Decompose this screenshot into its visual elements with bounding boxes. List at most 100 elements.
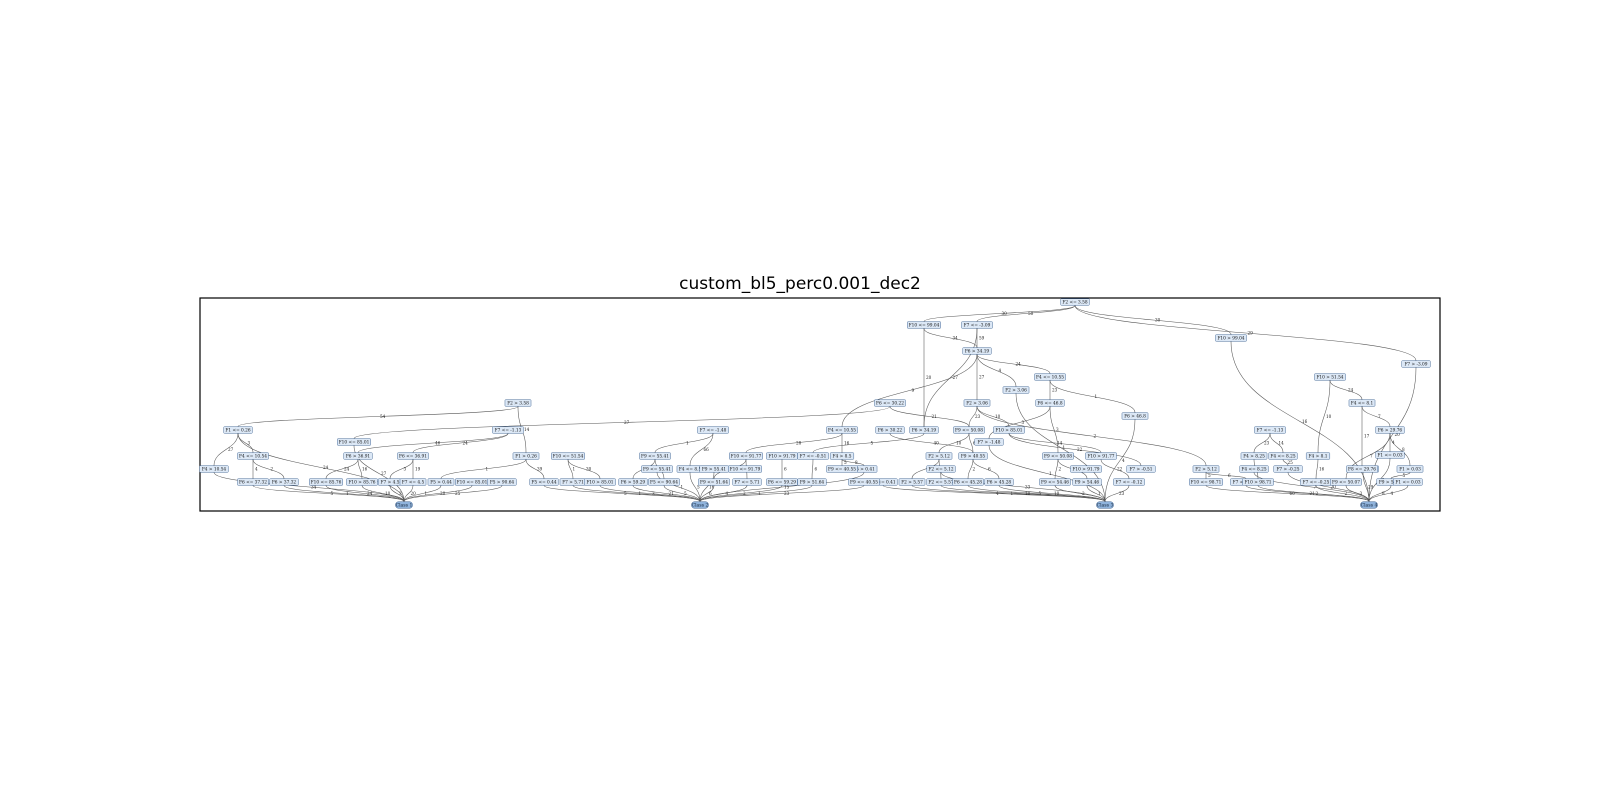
node-box — [343, 452, 373, 460]
edge-label: 6 — [988, 467, 991, 472]
node-e6: F9 <= 55.41 — [639, 452, 671, 460]
edge-e14-f30 — [1100, 459, 1130, 479]
node-box — [618, 478, 648, 486]
node-box — [1242, 478, 1274, 486]
node-box — [1085, 452, 1117, 460]
edge-f12-c_2 — [572, 485, 701, 502]
edge-e2-f5 — [357, 459, 363, 479]
node-e17: F4 > 8.25 — [1240, 452, 1268, 460]
edge-f3-c_1 — [283, 485, 405, 502]
node-box — [492, 426, 524, 434]
node-e5: F10 <= 51.54 — [551, 452, 585, 460]
edge-d10-c_3 — [988, 445, 1106, 502]
edge-f20-c_2 — [699, 485, 783, 502]
edge-label: 10 — [995, 414, 1001, 419]
edge-label: 1 — [573, 467, 576, 472]
node-label: F4 <= 8.25 — [1241, 468, 1266, 473]
edge-c2-d8 — [889, 406, 970, 427]
node-box — [1348, 399, 1376, 407]
node-label: F1 > 0.03 — [1399, 468, 1421, 473]
node-f12: F7 > 5.71 — [559, 478, 587, 486]
node-e15: F7 > -0.51 — [1126, 465, 1156, 473]
edge-f22-c_2 — [699, 472, 865, 502]
node-f14: F6 > 59.29 — [618, 478, 648, 486]
node-f3: F6 > 37.32 — [269, 478, 299, 486]
edge-d1-e1 — [237, 433, 254, 453]
edge-label: 5 — [1039, 491, 1042, 496]
leaf-class-1: Class 1 — [395, 501, 413, 509]
edge-label: 1 — [1063, 445, 1066, 450]
node-label: F9 <= 40.55 — [828, 468, 856, 473]
edge-f32-c_4 — [1245, 485, 1370, 502]
node-label: F9 <= 51.64 — [700, 481, 728, 486]
node-box — [984, 478, 1014, 486]
node-box — [925, 452, 953, 460]
node-e16: F2 > 5.12 — [1192, 465, 1220, 473]
edge-label: 1 — [1011, 491, 1014, 496]
node-label: F9 <= 54.46 — [1041, 481, 1069, 486]
edge-d1-c_1 — [237, 433, 405, 502]
edge-label: 2 — [743, 491, 746, 496]
node-f24: F2 > 5.57 — [898, 478, 926, 486]
node-label: F6 > 59.29 — [621, 481, 646, 486]
edge-label: 5 — [331, 491, 334, 496]
edge-label: 59 — [979, 336, 985, 341]
node-c1: F2 > 3.58 — [504, 399, 532, 407]
node-b2: F4 <= 10.55 — [1034, 373, 1066, 381]
node-label: F7 > 5.71 — [562, 481, 584, 486]
node-label: F7 <= -0.51 — [800, 455, 827, 460]
edge-f29-c_3 — [1086, 485, 1106, 502]
edge-label: 24 — [1016, 362, 1022, 367]
edge-a4-c_4 — [1368, 367, 1417, 502]
edge-e12-f27 — [972, 459, 1000, 479]
node-box — [1330, 478, 1362, 486]
edge-f9-c_1 — [403, 485, 473, 502]
node-box — [958, 452, 988, 460]
node-box — [1401, 360, 1431, 368]
edge-f2-c_1 — [252, 485, 405, 502]
node-box — [529, 478, 559, 486]
edge-d8-e12 — [968, 433, 974, 453]
edge-label: 3 — [404, 467, 407, 472]
node-label: F9 <= 55.41 — [641, 455, 669, 460]
edge-label: 8 — [1382, 491, 1385, 496]
node-e1: F4 <= 10.54 — [237, 452, 269, 460]
node-label: F7 <= 5.71 — [734, 481, 759, 486]
edge-a2-d7 — [923, 328, 978, 427]
edge-label: 5 — [624, 491, 627, 496]
edge-label: 24 — [344, 467, 350, 472]
edge-e21-f38 — [1390, 472, 1411, 479]
node-label: F4 > 8.5 — [833, 455, 852, 460]
node-f7: F7 <= 4.5 — [399, 478, 427, 486]
edge-d9-e15 — [1008, 433, 1142, 466]
node-label: F7 > 4.5 — [381, 481, 400, 486]
edge-d2-e3 — [412, 433, 509, 453]
edge-label: 39 — [537, 467, 543, 472]
edge-c3-d8 — [968, 406, 978, 427]
edge-label: 30 — [1002, 311, 1008, 316]
edge-label: 40 — [934, 441, 940, 446]
node-g8: F8 <= 29.76 — [1346, 465, 1378, 473]
node-f2: F6 <= 37.32 — [237, 478, 269, 486]
node-label: F7 <= -1.48 — [700, 429, 727, 434]
node-e4: F1 > 0.26 — [512, 452, 540, 460]
node-f20: F6 <= 59.29 — [766, 478, 798, 486]
edge-label: 4 — [1391, 491, 1394, 496]
edge-label: 20 — [411, 491, 417, 496]
node-label: F10 <= 99.04 — [909, 324, 940, 329]
leaf-box — [395, 501, 413, 509]
node-box — [397, 452, 429, 460]
edge-label: 27 — [228, 447, 234, 452]
node-label: F5 <= 0.44 — [531, 481, 556, 486]
edge-label: 1 — [486, 467, 489, 472]
edge-label: 7 — [1370, 454, 1373, 459]
edge-a3-c_4 — [1230, 341, 1370, 502]
node-label: F4 <= 10.54 — [239, 455, 267, 460]
node-box — [963, 399, 991, 407]
edge-label: 66 — [704, 447, 710, 452]
node-label: F6 > 34.19 — [912, 429, 937, 434]
node-box — [962, 347, 992, 355]
edge-label: 10 — [1054, 491, 1060, 496]
node-label: F6 <= 59.29 — [768, 481, 796, 486]
node-f37: F9 <= 50.07 — [1330, 478, 1362, 486]
